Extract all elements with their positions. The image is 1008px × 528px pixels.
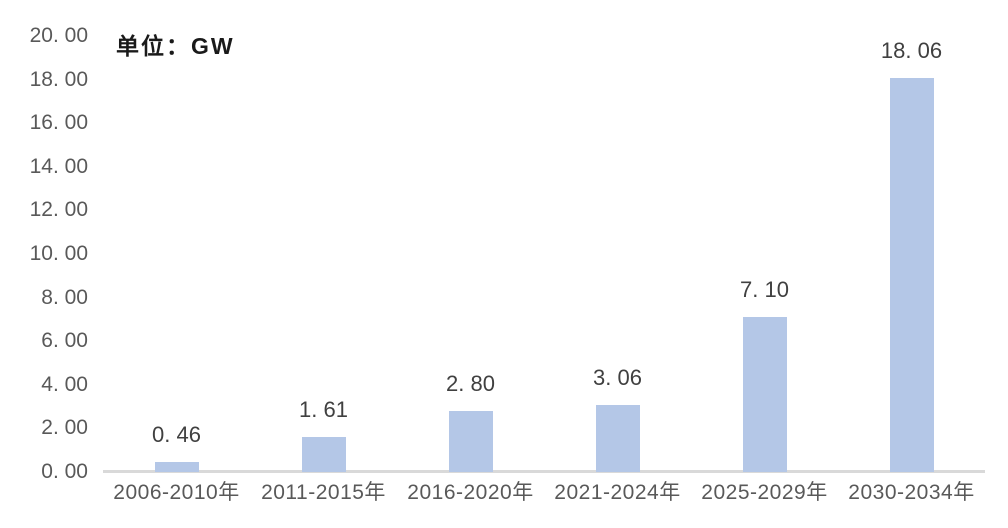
bar (595, 405, 640, 472)
y-tick-label: 20. 00 (29, 24, 88, 47)
x-category-label: 2025-2029年 (701, 481, 828, 504)
y-tick-label: 12. 00 (29, 198, 88, 222)
bar-value-label: 3. 06 (593, 365, 642, 391)
y-tick-label: 16. 00 (29, 111, 88, 135)
bar-value-label: 1. 61 (299, 396, 348, 422)
bar (301, 436, 346, 472)
bar-value-label: 0. 46 (152, 421, 201, 447)
x-category-label: 2011-2015年 (261, 481, 386, 504)
y-tick-label: 0. 00 (41, 460, 88, 483)
bar (448, 410, 493, 472)
bar (154, 461, 199, 472)
y-tick-label: 8. 00 (41, 285, 88, 309)
bar-value-label: 18. 06 (880, 38, 943, 64)
y-tick-label: 4. 00 (41, 372, 88, 396)
y-tick-label: 14. 00 (29, 154, 88, 178)
bar (742, 317, 787, 472)
x-category-label: 2030-2034年 (848, 481, 975, 504)
y-tick-label: 18. 00 (29, 67, 88, 91)
y-tick-label: 2. 00 (41, 416, 88, 440)
y-tick-label: 10. 00 (29, 242, 88, 265)
x-category-label: 2016-2020年 (407, 481, 534, 504)
y-tick-label: 6. 00 (41, 329, 88, 353)
bar (889, 78, 934, 472)
bar-value-label: 7. 10 (740, 277, 789, 303)
unit-label: 单位：GW (116, 33, 235, 59)
x-axis-line (103, 470, 985, 473)
bar-value-label: 2. 80 (446, 370, 495, 396)
x-category-label: 2006-2010年 (113, 481, 240, 504)
x-category-label: 2021-2024年 (554, 481, 681, 504)
